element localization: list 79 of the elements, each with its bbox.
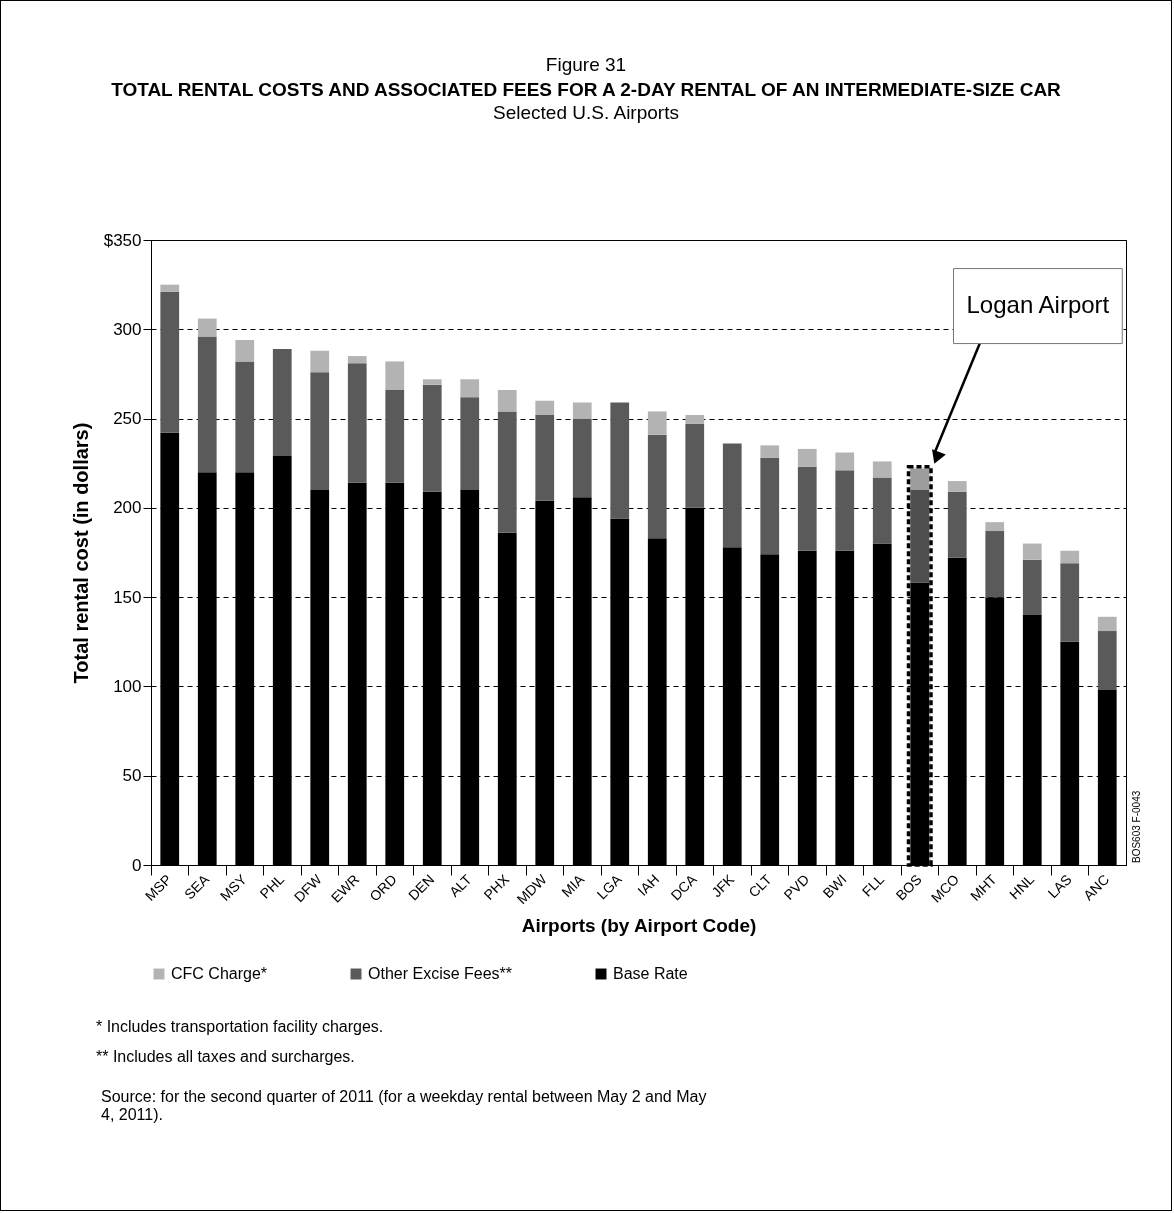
bar: [1060, 550, 1080, 564]
bar: [385, 361, 405, 390]
bar: [797, 448, 817, 467]
bar: [310, 372, 330, 490]
y-tick-label: 100: [113, 676, 142, 696]
y-tick-label: 0: [132, 855, 142, 875]
y-tick-label: 200: [113, 498, 142, 518]
bar: [647, 411, 667, 435]
x-tick-label: FLL: [858, 870, 888, 900]
bar: [1060, 563, 1080, 642]
bar: [947, 481, 967, 492]
x-tick-label: SEA: [181, 870, 213, 903]
bar: [197, 336, 217, 473]
bar: [310, 350, 330, 373]
x-tick-label: JFK: [708, 870, 738, 901]
bar: [160, 284, 180, 292]
y-tick-label: 150: [113, 587, 142, 607]
bar: [347, 363, 367, 483]
bar: [1022, 559, 1042, 615]
y-tick-label: 300: [113, 319, 142, 339]
bar: [910, 468, 930, 490]
legend-label: CFC Charge*: [171, 965, 268, 982]
y-tick-label: 250: [113, 409, 142, 429]
bar: [272, 348, 292, 457]
y-tick-label: 50: [122, 766, 142, 786]
x-axis-title: Airports (by Airport Code): [521, 915, 757, 937]
chart-title: TOTAL RENTAL COSTS AND ASSOCIATED FEES FOR A 2-DAY RENTAL OF AN INTERMEDIATE-SIZE CAR: [110, 78, 1062, 101]
caption: Figure 31: [544, 54, 628, 76]
bar: [535, 415, 555, 501]
bar: [572, 418, 592, 498]
legend-label: Other Excise Fees**: [368, 965, 513, 982]
text: * Includes transportation facility charges.: [96, 1018, 385, 1036]
bar: [760, 457, 780, 555]
bar: [160, 291, 180, 433]
bar: [385, 390, 405, 483]
x-tick-label: HNL: [1006, 870, 1038, 903]
bar: [1097, 616, 1117, 632]
bar: [610, 402, 630, 519]
bar: [347, 356, 367, 364]
bar: [685, 415, 705, 424]
bar: [797, 466, 817, 551]
y-tick-label: $350: [103, 230, 142, 250]
bar: [535, 400, 555, 415]
bar: [197, 318, 217, 337]
bar: [235, 361, 255, 473]
bar: [835, 452, 855, 471]
bar: [985, 531, 1005, 598]
bar: [460, 397, 480, 490]
bar: [497, 390, 517, 412]
bar: [647, 434, 667, 539]
bar: [985, 522, 1005, 532]
bar: [497, 411, 517, 533]
bar: [422, 379, 442, 385]
annotation: Logan Airport: [966, 291, 1110, 319]
bar: [872, 477, 892, 544]
bar: [1097, 631, 1117, 690]
bar: [872, 461, 892, 478]
bar: [835, 470, 855, 551]
bar: [910, 490, 930, 583]
bar: [235, 340, 255, 362]
x-tick-label: MIA: [558, 870, 588, 901]
bar: [422, 384, 442, 492]
text: BOS603 F-0043: [1131, 790, 1142, 863]
y-axis-title: Total rental cost (in dollars): [69, 422, 92, 684]
bar: [1022, 543, 1042, 560]
bar: [760, 445, 780, 458]
text: ** Includes all taxes and surcharges.: [96, 1048, 356, 1066]
x-tick-label: PHL: [256, 870, 288, 902]
x-tick-label: IAH: [634, 871, 663, 899]
chart-subtitle: Selected U.S. Airports: [492, 102, 680, 124]
source-note: Source: for the second quarter of 2011 (for a weekday rental between May 2 and May 4, 2011).: [100, 1088, 708, 1124]
bar: [722, 443, 742, 548]
legend-label: Base Rate: [613, 965, 688, 982]
bar: [460, 379, 480, 398]
x-tick-label: CLT: [745, 870, 776, 901]
bar: [685, 423, 705, 508]
bar: [947, 491, 967, 558]
x-tick-label: LAS: [1044, 871, 1075, 902]
bar: [572, 402, 592, 419]
